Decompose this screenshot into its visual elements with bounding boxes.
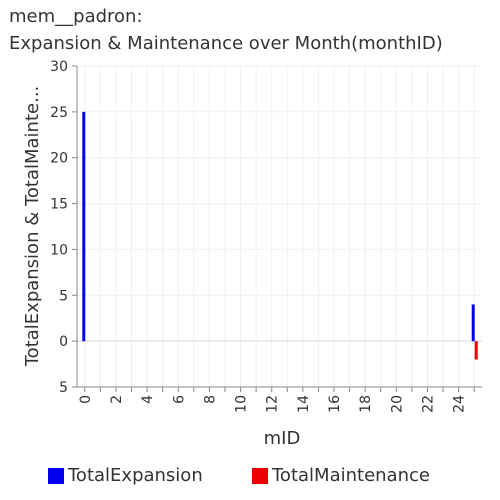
bar-totalexpansion: [82, 111, 86, 342]
y-tick-labels: 30 25 20 15 10 5 0 5: [50, 59, 68, 396]
x-tick-label: 12: [265, 395, 281, 413]
x-axis-label: mID: [264, 428, 301, 449]
chart-title-line-1: mem__padron:: [9, 6, 143, 27]
x-tick-label: 14: [296, 395, 312, 413]
x-tick-labels: 0 2 4 6 8 10 12 14 16 18 20 22 24: [78, 395, 468, 413]
legend: TotalExpansion TotalMaintenance: [0, 465, 500, 491]
x-tick-label: 4: [140, 395, 156, 404]
legend-label-maintenance: TotalMaintenance: [272, 465, 430, 486]
x-tick-label: 18: [358, 395, 374, 413]
bar-totalexpansion: [471, 304, 475, 342]
y-tick-label: 25: [50, 105, 68, 121]
y-tick-label: 5: [59, 380, 68, 396]
x-tick-label: 2: [109, 395, 125, 404]
x-tick-label: 6: [171, 395, 187, 404]
axes: [72, 65, 482, 392]
legend-item-total-maintenance[interactable]: TotalMaintenance: [252, 465, 430, 486]
legend-label-expansion: TotalExpansion: [68, 465, 203, 486]
x-tick-label: 24: [452, 395, 468, 413]
gridlines: [77, 65, 482, 388]
x-tick-label: 22: [420, 395, 436, 413]
x-tick-label: 10: [234, 395, 250, 413]
y-tick-label: 30: [50, 59, 68, 75]
y-tick-label: 10: [50, 242, 68, 258]
y-tick-label: 0: [59, 334, 68, 350]
x-tick-label: 20: [389, 395, 405, 413]
x-tick-label: 8: [202, 395, 218, 404]
x-tick-label: 0: [78, 395, 94, 404]
y-tick-label: 15: [50, 197, 68, 213]
legend-item-total-expansion[interactable]: TotalExpansion: [48, 465, 203, 486]
chart-title-line-2: Expansion & Maintenance over Month(month…: [9, 33, 443, 54]
bars: [82, 111, 478, 360]
bar-totalmaintenance: [474, 341, 478, 360]
y-tick-label: 20: [50, 151, 68, 167]
y-tick-label: 5: [59, 288, 68, 304]
y-axis-label: TotalExpansion & TotalMainte...: [22, 86, 43, 368]
legend-swatch-expansion: [48, 467, 64, 484]
legend-swatch-maintenance: [252, 467, 268, 484]
x-tick-label: 16: [327, 395, 343, 413]
